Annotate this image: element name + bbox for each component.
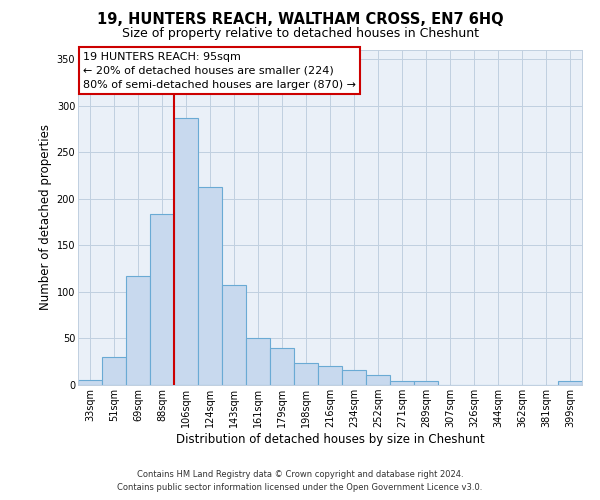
- Bar: [366, 375, 390, 385]
- Bar: [150, 214, 174, 385]
- Bar: [174, 118, 198, 385]
- Bar: [198, 187, 222, 385]
- Bar: [318, 366, 342, 385]
- Bar: [78, 380, 102, 385]
- Bar: [342, 370, 366, 385]
- Bar: [246, 338, 270, 385]
- Text: 19 HUNTERS REACH: 95sqm
← 20% of detached houses are smaller (224)
80% of semi-d: 19 HUNTERS REACH: 95sqm ← 20% of detache…: [83, 52, 356, 90]
- Bar: [558, 382, 582, 385]
- Text: Contains HM Land Registry data © Crown copyright and database right 2024.
Contai: Contains HM Land Registry data © Crown c…: [118, 470, 482, 492]
- Y-axis label: Number of detached properties: Number of detached properties: [40, 124, 52, 310]
- Bar: [126, 276, 150, 385]
- Text: Size of property relative to detached houses in Cheshunt: Size of property relative to detached ho…: [121, 28, 479, 40]
- Bar: [102, 357, 126, 385]
- Text: 19, HUNTERS REACH, WALTHAM CROSS, EN7 6HQ: 19, HUNTERS REACH, WALTHAM CROSS, EN7 6H…: [97, 12, 503, 28]
- Bar: [294, 362, 318, 385]
- Bar: [270, 348, 294, 385]
- Bar: [414, 382, 438, 385]
- X-axis label: Distribution of detached houses by size in Cheshunt: Distribution of detached houses by size …: [176, 433, 484, 446]
- Bar: [390, 382, 414, 385]
- Bar: [222, 286, 246, 385]
